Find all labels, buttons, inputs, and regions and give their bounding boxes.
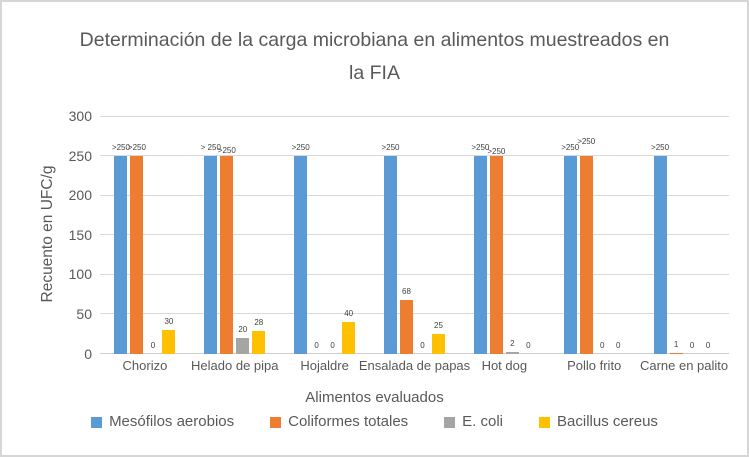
category-label: Helado de pipa	[191, 358, 279, 373]
bar	[400, 299, 413, 354]
legend-label: Mesófilos aerobios	[109, 413, 235, 430]
bar-data-label: >250	[381, 142, 400, 152]
bar	[294, 155, 308, 354]
bar	[252, 331, 266, 354]
bar-data-label: 1	[673, 339, 679, 349]
bar	[114, 155, 128, 354]
bar-data-label: 40	[344, 308, 354, 318]
legend-item: Bacillus cereus	[539, 413, 658, 430]
legend-item: Coliformes totales	[270, 413, 408, 430]
y-axis-title: Recuento en UFC/g	[39, 165, 56, 303]
bar-data-label: 68	[402, 286, 411, 296]
bar	[669, 352, 683, 354]
y-tick-label: 200	[68, 187, 92, 204]
legend-item: E. coli	[444, 413, 503, 430]
bar	[204, 155, 218, 354]
bar	[432, 333, 445, 354]
bar-data-label: 0	[526, 340, 531, 350]
category-label: Ensalada de papas	[358, 358, 471, 373]
bar-data-label: 0	[599, 340, 605, 350]
bar-data-label: >250	[561, 142, 580, 152]
bar-data-label: 0	[314, 340, 319, 350]
gridline	[100, 194, 729, 196]
y-tick-label: 250	[68, 147, 92, 164]
y-tick-label: 150	[68, 226, 92, 243]
plot-area: >250 >250 0 30 > 250 >250 20 28 >250 0 0 40 >250 68 0 2…	[100, 115, 729, 354]
bar	[473, 155, 487, 354]
category-label: Pollo frito	[567, 358, 622, 373]
legend-swatch-icon	[539, 416, 551, 428]
bar	[579, 155, 593, 354]
bar	[489, 155, 503, 354]
bar-data-label: 0	[420, 340, 425, 350]
bar-data-label: 30	[164, 316, 174, 326]
bar	[384, 155, 397, 354]
y-tick-label: 100	[68, 266, 92, 283]
bar-data-label: 2	[510, 338, 515, 348]
legend-swatch-icon	[270, 416, 282, 428]
chart-title: Determinación de la carga microbiana en …	[79, 29, 670, 84]
bar-data-label: >250	[111, 142, 130, 152]
bar-data-label: 25	[434, 320, 443, 330]
bar	[342, 321, 356, 354]
bar	[236, 337, 250, 354]
gridline	[100, 273, 729, 275]
bar	[563, 155, 577, 354]
bar-data-label: 0	[705, 340, 711, 350]
category-label: Hot dog	[481, 358, 528, 373]
legend: Mesófilos aerobios Coliformes totales E. c…	[2, 413, 747, 430]
bar-data-label: >250	[217, 145, 236, 155]
bar-data-label: > 250	[200, 142, 221, 152]
bar-data-label: >250	[577, 136, 596, 146]
bar	[162, 329, 176, 354]
legend-label: E. coli	[462, 413, 504, 430]
category-label: Hojaldre	[300, 358, 349, 373]
bar-data-label: 0	[150, 340, 156, 350]
y-tick-label: 0	[84, 345, 92, 362]
legend-label: Coliformes totales	[288, 413, 409, 430]
y-tick-label: 50	[76, 305, 92, 322]
gridline	[100, 234, 729, 236]
bar-data-label: 0	[330, 340, 335, 350]
bar-data-label: 28	[254, 318, 264, 328]
bar	[220, 155, 234, 354]
y-tick-label: 300	[68, 108, 92, 124]
gridline	[100, 155, 729, 157]
category-label: Chorizo	[122, 358, 168, 373]
bar-data-label: >250	[487, 146, 506, 156]
category-label: Carne en palito	[639, 358, 729, 373]
bar-data-label: >250	[471, 142, 490, 152]
bar-data-label: 20	[238, 324, 248, 334]
x-axis-title: Alimentos evaluados	[305, 389, 444, 406]
legend-label: Bacillus cereus	[557, 413, 658, 430]
legend-swatch-icon	[91, 416, 103, 428]
bar	[505, 351, 519, 354]
gridline	[100, 115, 729, 117]
bar	[130, 155, 144, 354]
bar-data-label: >250	[651, 142, 670, 152]
bar	[653, 155, 667, 354]
bar-data-label: 0	[615, 340, 621, 350]
legend-item: Mesófilos aerobios	[91, 413, 234, 430]
gridline	[100, 313, 729, 315]
bar-data-label: >250	[291, 142, 310, 152]
x-axis-line	[100, 353, 729, 354]
bar-data-label: 0	[689, 340, 695, 350]
legend-swatch-icon	[444, 416, 456, 428]
bar-data-label: >250	[127, 142, 146, 152]
